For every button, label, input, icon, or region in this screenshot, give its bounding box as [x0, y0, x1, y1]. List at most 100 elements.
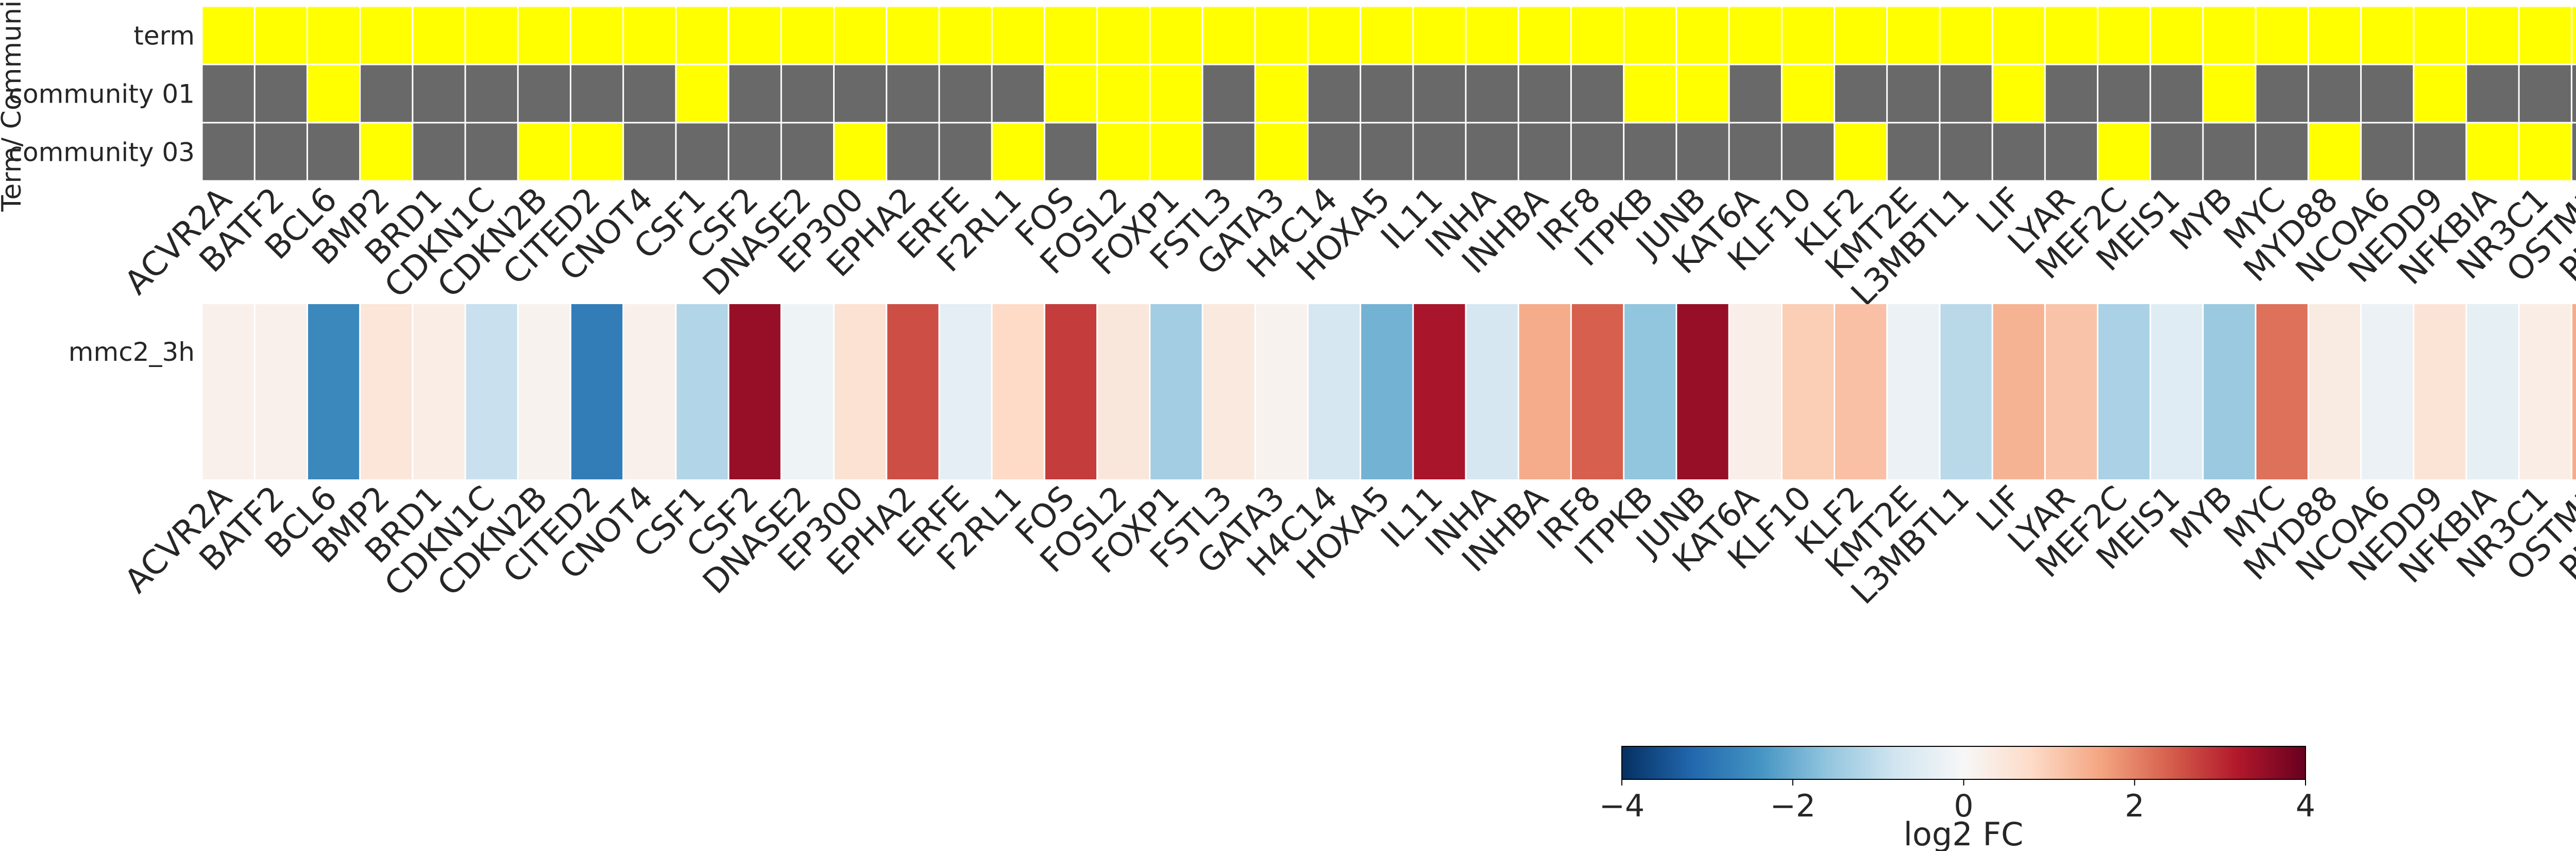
heatmap-cell	[2151, 7, 2202, 64]
heatmap-cell	[887, 123, 939, 180]
heatmap-cell	[940, 65, 991, 122]
heatmap-cell	[1466, 7, 1518, 64]
heatmap-cell	[1256, 7, 1307, 64]
heatmap-cell	[1519, 304, 1570, 479]
heatmap-cell	[1098, 304, 1149, 479]
heatmap-cell	[940, 304, 991, 479]
heatmap-cell	[1888, 65, 1939, 122]
heatmap-cell	[2362, 7, 2413, 64]
heatmap-cell	[1256, 123, 1307, 180]
heatmap-cell	[2098, 7, 2150, 64]
heatmap-cell	[1835, 304, 1887, 479]
heatmap-cell	[835, 65, 886, 122]
heatmap-cell	[466, 123, 517, 180]
colorbar-tick-label: 2	[2125, 788, 2144, 824]
heatmap-cell	[2467, 65, 2518, 122]
heatmap-cell	[466, 65, 517, 122]
heatmap-cell	[1624, 65, 1676, 122]
heatmap-cell	[1045, 65, 1097, 122]
heatmap-cell	[1571, 7, 1623, 64]
heatmap-cell	[2572, 304, 2576, 479]
heatmap-cell	[1888, 123, 1939, 180]
heatmap-cell	[2414, 7, 2466, 64]
heatmap-cell	[2151, 304, 2202, 479]
heatmap-cell	[2256, 304, 2308, 479]
bottom-row-labels: mmc2_3h	[69, 337, 195, 367]
heatmap-cell	[571, 304, 623, 479]
heatmap-cell	[729, 65, 781, 122]
heatmap-cell	[413, 65, 465, 122]
colorbar-tick-label: −4	[1599, 788, 1645, 824]
heatmap-cell	[255, 304, 307, 479]
heatmap-cell	[1730, 304, 1781, 479]
heatmap-cell	[1466, 123, 1518, 180]
heatmap-cell	[835, 7, 886, 64]
heatmap-cell	[2151, 123, 2202, 180]
heatmap-cell	[2045, 123, 2097, 180]
row-label: mmc2_3h	[69, 337, 195, 367]
heatmap-cell	[2204, 7, 2255, 64]
heatmap-cell	[2519, 123, 2571, 180]
heatmap-cell	[518, 123, 570, 180]
heatmap-cell	[782, 123, 834, 180]
heatmap-cell	[2572, 65, 2576, 122]
heatmap-cell	[1940, 304, 1992, 479]
heatmap-cell	[2572, 123, 2576, 180]
heatmap-cell	[1150, 304, 1202, 479]
heatmap-cell	[202, 65, 254, 122]
heatmap-cell	[255, 7, 307, 64]
colorbar-label: log2 FC	[1904, 815, 2024, 851]
heatmap-cell	[1361, 7, 1413, 64]
heatmap-cell	[255, 65, 307, 122]
heatmap-cell	[2414, 304, 2466, 479]
heatmap-cell	[2098, 65, 2150, 122]
heatmap-cell	[202, 123, 254, 180]
heatmap-cell	[1730, 7, 1781, 64]
colorbar-gradient	[1621, 746, 2306, 780]
heatmap-cell	[992, 7, 1044, 64]
heatmap-cell	[1888, 304, 1939, 479]
heatmap-cell	[1993, 65, 2044, 122]
heatmap-cell	[1519, 7, 1570, 64]
heatmap-cell	[2045, 7, 2097, 64]
heatmap-cell	[729, 7, 781, 64]
heatmap-cell	[1414, 7, 1465, 64]
bottom-heatmap	[202, 304, 2576, 479]
heatmap-cell	[2414, 65, 2466, 122]
heatmap-cell	[1308, 304, 1360, 479]
heatmap-cell	[2045, 65, 2097, 122]
heatmap-cell	[887, 7, 939, 64]
heatmap-cell	[2362, 65, 2413, 122]
heatmap-cell	[1045, 123, 1097, 180]
colorbar-tick-label: 0	[1954, 788, 1973, 824]
heatmap-cell	[1782, 123, 1834, 180]
heatmap-cell	[1150, 7, 1202, 64]
heatmap-cell	[202, 7, 254, 64]
heatmap-cell	[1308, 123, 1360, 180]
heatmap-cell	[361, 123, 412, 180]
heatmap-cell	[887, 304, 939, 479]
heatmap-cell	[2309, 65, 2361, 122]
heatmap-cell	[1782, 65, 1834, 122]
heatmap-cell	[835, 304, 886, 479]
heatmap-cell	[1835, 65, 1887, 122]
y-axis-label: Term/ Community	[0, 0, 27, 212]
row-label: term	[133, 21, 195, 51]
heatmap-cell	[729, 304, 781, 479]
heatmap-cell	[255, 123, 307, 180]
heatmap-cell	[1361, 65, 1413, 122]
heatmap-cell	[1993, 123, 2044, 180]
heatmap-cell	[1256, 304, 1307, 479]
heatmap-cell	[571, 123, 623, 180]
heatmap-cell	[2572, 7, 2576, 64]
heatmap-cell	[308, 304, 360, 479]
colorbar-tick-label: 4	[2296, 788, 2315, 824]
heatmap-cell	[1571, 304, 1623, 479]
heatmap-cell	[1045, 304, 1097, 479]
heatmap-cell	[1993, 7, 2044, 64]
colorbar-tick-label: −2	[1770, 788, 1816, 824]
heatmap-cell	[2467, 7, 2518, 64]
heatmap-cell	[1782, 7, 1834, 64]
heatmap-cell	[624, 304, 675, 479]
